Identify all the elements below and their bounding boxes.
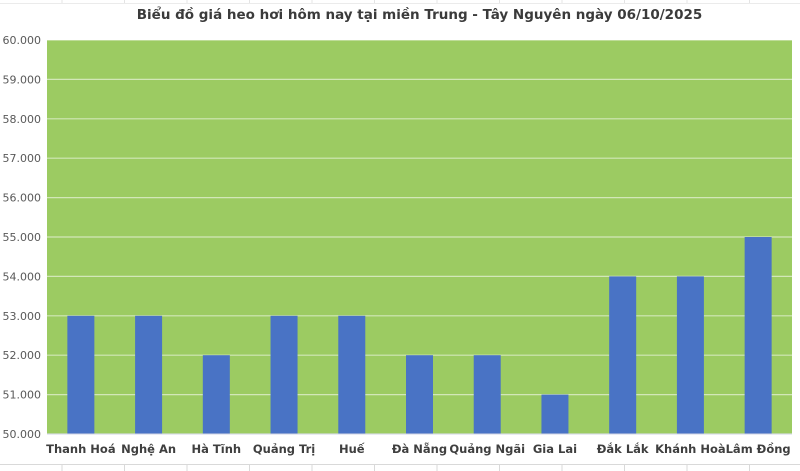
- bar-10: [676, 276, 704, 434]
- y-tick-label: 54.000: [3, 270, 42, 283]
- x-tick-label: Quảng Ngãi: [449, 442, 525, 456]
- x-tick-label: Đà Nẵng: [392, 442, 447, 456]
- x-tick-label: Thanh Hoá: [46, 442, 115, 456]
- bar-8: [541, 394, 569, 434]
- bar-11: [744, 237, 772, 434]
- bar-4: [270, 315, 298, 434]
- x-tick-label: Huế: [339, 442, 365, 456]
- y-tick-label: 52.000: [3, 349, 42, 362]
- x-tick-label: Hà Tĩnh: [192, 442, 242, 456]
- bar-6: [406, 355, 433, 434]
- y-tick-label: 60.000: [3, 34, 42, 47]
- x-tick-label: Khánh Hoà: [655, 442, 726, 456]
- x-tick-label: Lâm Đồng: [726, 442, 791, 456]
- bar-9: [609, 276, 637, 434]
- x-tick-label: Gia Lai: [533, 442, 577, 456]
- chart-title: Biểu đồ giá heo hơi hôm nay tại miền Tru…: [136, 7, 703, 23]
- bar-1: [67, 315, 95, 434]
- bar-5: [338, 315, 366, 434]
- bar-3: [202, 355, 230, 434]
- y-tick-label: 59.000: [3, 73, 42, 86]
- y-tick-label: 57.000: [3, 152, 42, 165]
- bar-7: [473, 355, 501, 434]
- x-tick-label: Nghệ An: [121, 442, 176, 456]
- cropped-table-edge-bottom: [0, 464, 800, 471]
- y-tick-label: 51.000: [3, 389, 42, 402]
- x-tick-label: Đắk Lắk: [597, 442, 649, 456]
- y-tick-label: 58.000: [3, 113, 42, 126]
- bar-2: [135, 315, 163, 434]
- y-tick-label: 50.000: [3, 428, 42, 441]
- cropped-table-edge-top: [0, 0, 800, 4]
- y-tick-label: 55.000: [3, 231, 42, 244]
- y-tick-label: 56.000: [3, 192, 42, 205]
- x-tick-label: Quảng Trị: [253, 442, 315, 456]
- y-tick-label: 53.000: [3, 310, 42, 323]
